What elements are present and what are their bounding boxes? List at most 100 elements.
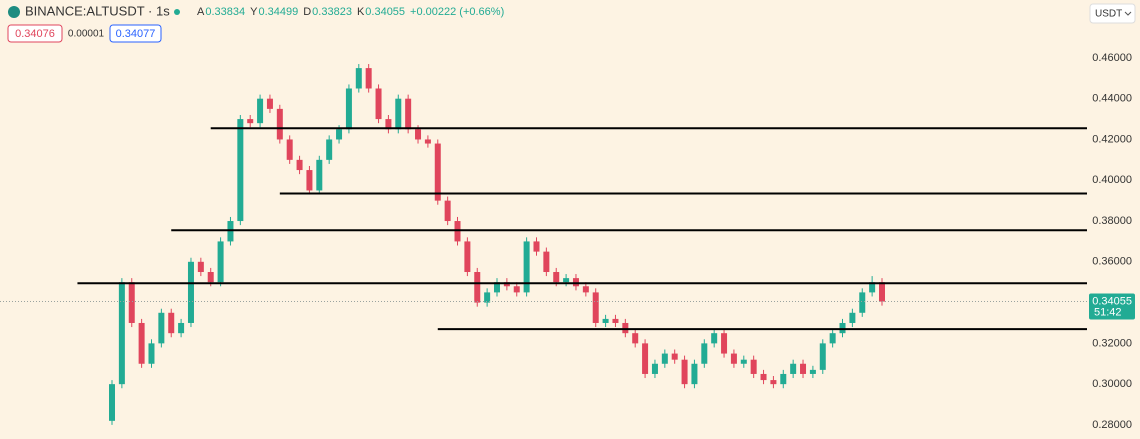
y-tick-label: 0.38000 [1092, 215, 1132, 227]
candle-body [118, 282, 125, 385]
candle-body [572, 278, 579, 287]
candle-body [266, 98, 273, 109]
candle-body [286, 139, 293, 160]
candle-body [316, 159, 323, 191]
candle-body [148, 343, 155, 364]
y-tick-label: 0.44000 [1092, 93, 1132, 105]
candle-body [740, 359, 747, 364]
symbol: BINANCE:ALTUSDT · 1s [25, 3, 170, 18]
candle-body [345, 88, 352, 130]
ohlc-value: 0.33834 [205, 6, 245, 18]
candle-body [454, 221, 461, 242]
candle-body [375, 88, 382, 120]
candle-body [582, 286, 589, 293]
y-tick-label: 0.36000 [1092, 256, 1132, 268]
candle-body [671, 353, 678, 360]
candle-body [503, 282, 510, 287]
candle-body [543, 251, 550, 273]
buy-box[interactable] [109, 24, 162, 43]
candle-body [217, 241, 224, 283]
sell-price[interactable]: 0.34076 [15, 28, 55, 40]
candle-body [444, 200, 451, 222]
candle-body [257, 98, 264, 124]
candle-body [306, 170, 313, 191]
candle-body [197, 261, 204, 273]
candle-body [365, 68, 372, 89]
candle-body [730, 353, 737, 364]
candle-body [168, 312, 175, 334]
candle-body [780, 373, 787, 385]
candle-body [642, 343, 649, 374]
candle-body [424, 139, 431, 144]
spread: 0.00001 [68, 29, 105, 40]
last-price-label: 0.34055 [1092, 295, 1132, 307]
candle-body [800, 363, 807, 374]
candle-body [178, 322, 185, 334]
candle-body [661, 353, 668, 364]
candle-body [622, 322, 629, 334]
candle-body [770, 380, 777, 385]
ohlc-label: D [303, 6, 311, 18]
y-tick-label: 0.32000 [1092, 337, 1132, 349]
last-price-box [1089, 293, 1135, 320]
candle-body [612, 318, 619, 323]
candle-body [563, 278, 570, 283]
candle-body [474, 272, 481, 303]
candle-body [829, 333, 836, 344]
candle-body [276, 108, 283, 140]
candle-body [187, 261, 194, 323]
live-dot [174, 9, 180, 15]
candle-body [790, 363, 797, 374]
dropdown-arrow[interactable] [1124, 11, 1132, 16]
candle-body [879, 282, 885, 302]
y-tick-label: 0.46000 [1092, 52, 1132, 64]
ohlc-value: 0.33823 [312, 6, 352, 18]
candle-body [711, 333, 718, 344]
candle-body [849, 312, 856, 323]
ohlc-label: Y [250, 6, 258, 18]
candle-body [592, 292, 599, 323]
currency-select[interactable] [1089, 3, 1136, 24]
candle-body [405, 98, 412, 130]
currency[interactable]: USDT [1095, 9, 1122, 20]
candle-body [839, 322, 846, 334]
candle-body [681, 359, 688, 385]
change: +0.00222 (+0.66%) [410, 6, 504, 18]
y-tick-label: 0.28000 [1092, 419, 1132, 431]
ohlc-label: A [197, 6, 205, 18]
ohlc-legend: A 0.33834 Y 0.34499 D 0.33823 K 0.34055 +0.00222… [197, 6, 504, 18]
candle-body [760, 373, 767, 381]
logo [8, 6, 20, 18]
candle-body [415, 129, 422, 140]
y-tick-label: 0.30000 [1092, 378, 1132, 390]
buy-price[interactable]: 0.34077 [116, 28, 156, 40]
candle-body [494, 282, 500, 293]
candle-body [464, 241, 471, 273]
ohlc-value: 0.34055 [365, 6, 405, 18]
ohlc-label: K [357, 6, 365, 18]
candle-body [247, 119, 254, 124]
candle-body [513, 286, 520, 293]
candle-body [691, 363, 698, 385]
y-tick-label: 0.42000 [1092, 133, 1132, 145]
candle-body [296, 159, 303, 171]
candle-body [533, 241, 540, 252]
candle-body [651, 363, 658, 374]
candle-body [721, 333, 728, 354]
candle-body [523, 241, 530, 293]
candle-body [355, 68, 362, 89]
candle-body [336, 129, 343, 140]
candle-body [819, 343, 826, 370]
candle-body [602, 318, 609, 323]
candle-body [869, 282, 876, 293]
candle-body [138, 322, 145, 364]
candle-body [227, 221, 234, 242]
candle-body [434, 143, 441, 201]
candle-body [701, 343, 708, 364]
y-tick-label: 0.40000 [1092, 174, 1132, 186]
candle-body [237, 119, 244, 222]
sell-box[interactable] [7, 24, 63, 43]
ohlc-value: 0.34499 [258, 6, 298, 18]
